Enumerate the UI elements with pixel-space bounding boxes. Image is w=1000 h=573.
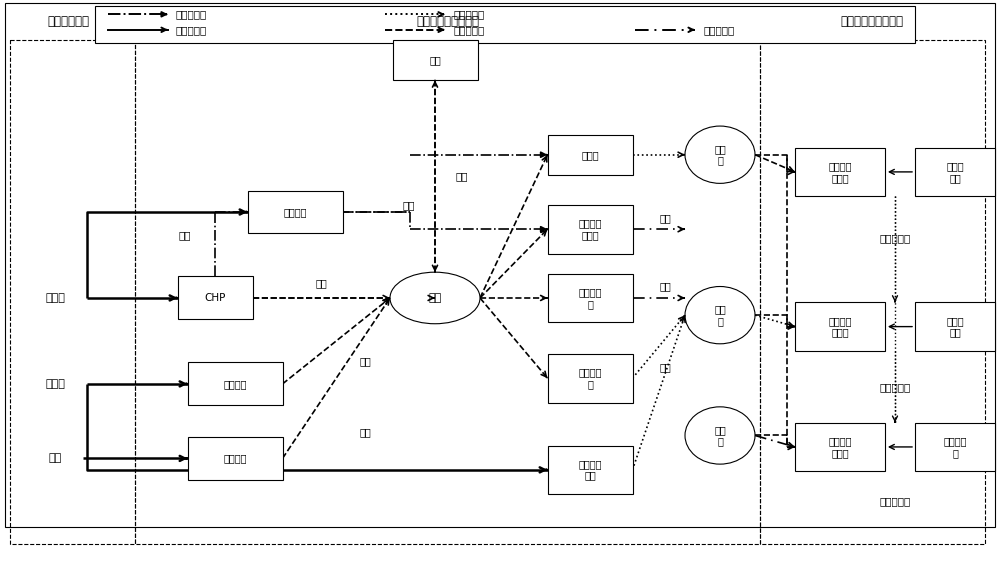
Bar bbox=[915, 423, 995, 471]
Text: 电制冷机
组: 电制冷机 组 bbox=[578, 287, 602, 309]
Text: 冷能能量流: 冷能能量流 bbox=[703, 25, 734, 35]
Text: 天然气: 天然气 bbox=[45, 293, 65, 303]
Text: 太阳能集
热器: 太阳能集 热器 bbox=[578, 459, 602, 481]
Bar bbox=[548, 446, 633, 494]
Bar bbox=[178, 277, 252, 320]
Text: 燃气锅炉: 燃气锅炉 bbox=[283, 207, 307, 217]
Text: 电力: 电力 bbox=[359, 427, 371, 438]
Text: 电力: 电力 bbox=[359, 356, 371, 366]
Text: 换热器: 换热器 bbox=[581, 150, 599, 160]
Bar bbox=[95, 6, 915, 43]
Text: 风能: 风能 bbox=[48, 453, 62, 464]
Text: 电力: 电力 bbox=[315, 278, 327, 289]
Text: 热负荷
需求: 热负荷 需求 bbox=[946, 316, 964, 337]
Bar bbox=[548, 274, 633, 322]
Bar bbox=[915, 303, 995, 351]
Text: 电负荷实
际需求: 电负荷实 际需求 bbox=[828, 161, 852, 183]
Bar bbox=[760, 40, 985, 544]
Bar bbox=[135, 40, 760, 544]
Bar bbox=[548, 135, 633, 175]
Bar bbox=[915, 148, 995, 197]
Text: 售电: 售电 bbox=[455, 171, 468, 181]
Text: 冷负荷响应: 冷负荷响应 bbox=[879, 496, 911, 507]
Bar bbox=[188, 363, 283, 406]
Text: 冷负荷实
际需求: 冷负荷实 际需求 bbox=[828, 436, 852, 458]
Ellipse shape bbox=[685, 286, 755, 344]
Text: 制热: 制热 bbox=[660, 362, 672, 372]
Text: 电能: 电能 bbox=[428, 293, 442, 303]
Text: 购电: 购电 bbox=[402, 200, 415, 210]
Text: 蓄热
罐: 蓄热 罐 bbox=[714, 304, 726, 326]
Text: 制冷: 制冷 bbox=[660, 281, 672, 292]
Text: 电力能量流: 电力能量流 bbox=[453, 25, 484, 35]
Text: 冷负荷需
求: 冷负荷需 求 bbox=[943, 436, 967, 458]
Text: 蓄冷
箱: 蓄冷 箱 bbox=[714, 425, 726, 446]
Text: 蓄电
池: 蓄电 池 bbox=[714, 144, 726, 166]
Ellipse shape bbox=[685, 407, 755, 464]
Text: 一次能源输入: 一次能源输入 bbox=[47, 15, 89, 28]
Text: 蒸汽: 蒸汽 bbox=[179, 230, 191, 240]
Text: 热负荷响应: 热负荷响应 bbox=[879, 382, 911, 392]
Text: 蒸汽能量流: 蒸汽能量流 bbox=[176, 9, 207, 19]
Bar bbox=[548, 354, 633, 403]
Text: 光伏发电: 光伏发电 bbox=[223, 379, 247, 389]
Text: 风力发电: 风力发电 bbox=[223, 453, 247, 464]
Bar bbox=[548, 205, 633, 253]
Text: CHP: CHP bbox=[204, 293, 226, 303]
Text: 电网: 电网 bbox=[429, 55, 441, 65]
Text: 电负荷
需求: 电负荷 需求 bbox=[946, 161, 964, 183]
Text: 吸收式制
冷机组: 吸收式制 冷机组 bbox=[578, 218, 602, 240]
Text: 用户侧负荷削减响应: 用户侧负荷削减响应 bbox=[840, 15, 904, 28]
Text: 电热水锅
炉: 电热水锅 炉 bbox=[578, 367, 602, 389]
Ellipse shape bbox=[685, 126, 755, 183]
Bar bbox=[392, 40, 478, 80]
Text: 热负荷实
际需求: 热负荷实 际需求 bbox=[828, 316, 852, 337]
Bar bbox=[795, 303, 885, 351]
Text: 热能能量流: 热能能量流 bbox=[453, 9, 484, 19]
Circle shape bbox=[390, 272, 480, 324]
Bar bbox=[248, 190, 342, 234]
Text: 多能流耦合供能网络: 多能流耦合供能网络 bbox=[416, 15, 480, 28]
Text: 电负荷响应: 电负荷响应 bbox=[879, 233, 911, 243]
Text: 一次能源流: 一次能源流 bbox=[176, 25, 207, 35]
Text: 制冷: 制冷 bbox=[660, 213, 672, 223]
Text: 太阳能: 太阳能 bbox=[45, 379, 65, 389]
Bar bbox=[10, 40, 135, 544]
Bar bbox=[188, 437, 283, 480]
Bar bbox=[795, 423, 885, 471]
Bar bbox=[795, 148, 885, 197]
